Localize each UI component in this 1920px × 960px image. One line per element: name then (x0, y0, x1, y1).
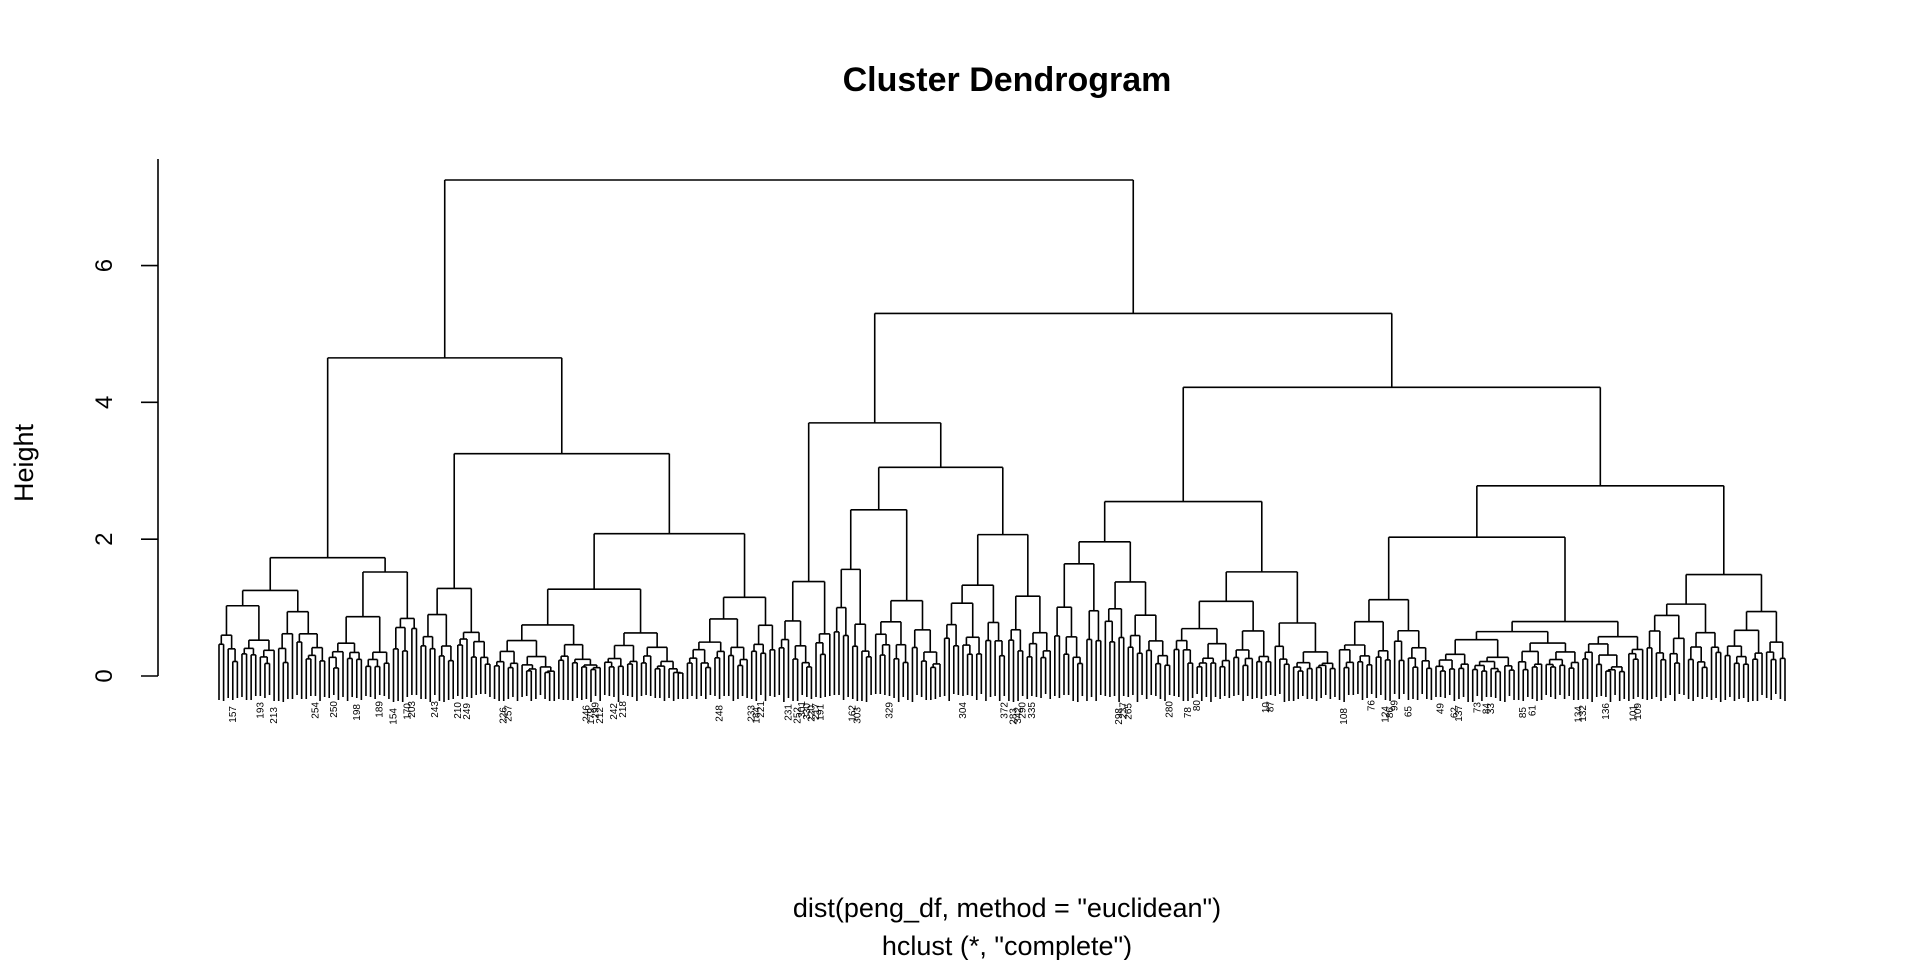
leaf-label: 242 (609, 703, 620, 720)
leaf-label: 157 (228, 706, 239, 723)
leaf-label: 243 (430, 701, 441, 718)
leaf-label: 170 (402, 703, 413, 720)
leaf-label: 109 (1633, 703, 1644, 720)
leaf-label: 137 (1454, 705, 1465, 722)
leaf-label: 191 (816, 704, 827, 721)
leaf-label: 86 (1385, 707, 1396, 719)
leaf-label: 210 (453, 702, 464, 719)
leaf-label: 198 (352, 704, 363, 721)
leaf-label: 257 (503, 705, 514, 722)
leaf-label: 179 (586, 708, 597, 725)
leaf-label: 213 (269, 707, 280, 724)
leaf-label: 162 (848, 705, 859, 722)
method-subtitle: hclust (*, "complete") (882, 931, 1132, 960)
leaf-label: 49 (1436, 703, 1447, 715)
leaf-label: 303 (852, 707, 863, 724)
leaf-label: 203 (407, 701, 418, 718)
leaf-label: 220 (806, 705, 817, 722)
leaf-label: 335 (1027, 702, 1038, 719)
leaf-label: 329 (884, 702, 895, 719)
leaf-label: 254 (310, 702, 321, 719)
leaf-label: 85 (1518, 707, 1529, 719)
leaf-label: 342 (1013, 707, 1024, 724)
leaf-label: 249 (462, 703, 473, 720)
leaf-label: 154 (389, 708, 400, 725)
leaf-label: 231 (783, 704, 794, 721)
leaf-label: 189 (375, 701, 386, 718)
leaf-label: 221 (756, 701, 767, 718)
leaf-label: 280 (1165, 701, 1176, 718)
leaf-label: 62 (1449, 707, 1460, 719)
leaf-label: 252 (793, 707, 804, 724)
leaf-label: 134 (1573, 706, 1584, 723)
leaf-label: 73 (1472, 702, 1483, 714)
y-tick-label: 6 (91, 259, 118, 272)
y-tick-label: 2 (91, 532, 118, 545)
leaf-label: 372 (999, 702, 1010, 719)
leaf-label: 283 (1008, 708, 1019, 725)
leaf-label: 10 (1261, 702, 1272, 714)
leaf-label: 65 (1403, 706, 1414, 718)
leaf-label: 193 (255, 702, 266, 719)
leaf-label: 124 (1380, 706, 1391, 723)
leaf-label: 250 (329, 701, 340, 718)
leaf-label: 212 (595, 707, 606, 724)
leaf-label: 298 (1114, 708, 1125, 725)
leaf-label: 218 (618, 701, 629, 718)
y-axis-ticks: 0 2 4 6 (91, 259, 158, 683)
leaf-label: 265 (1123, 703, 1134, 720)
leaf-label: 217 (811, 703, 822, 720)
leaf-label: 330 (802, 703, 813, 720)
chart-title: Cluster Dendrogram (843, 61, 1172, 99)
leaf-label: 299 (591, 702, 602, 719)
leaf-label: 136 (1601, 703, 1612, 720)
leaf-label: 248 (715, 705, 726, 722)
leaf-label: 108 (1339, 708, 1350, 725)
leaf-label: 237 (1119, 702, 1130, 719)
y-tick-label: 0 (91, 669, 118, 682)
y-tick-label: 4 (91, 396, 118, 409)
leaf-label: 87 (1266, 701, 1277, 713)
dendrogram-branches (218, 179, 1786, 702)
leaf-label: 301 (797, 701, 808, 718)
leaf-label: 84 (1481, 703, 1492, 715)
leaf-label: 99 (1390, 700, 1401, 712)
leaf-label: 80 (1192, 700, 1203, 712)
leaf-label: 78 (1183, 707, 1194, 719)
leaf-label: 132 (1578, 705, 1589, 722)
leaf-label: 76 (1367, 700, 1378, 712)
leaf-label: 184 (751, 707, 762, 724)
y-axis-label: Height (9, 423, 39, 502)
leaf-label: 246 (581, 705, 592, 722)
leaf-label: 290 (1018, 702, 1029, 719)
leaf-label: 304 (958, 702, 969, 719)
leaf-label: 226 (499, 707, 510, 724)
x-axis-label: dist(peng_df, method = "euclidean") (793, 893, 1221, 923)
leaf-label: 33 (1486, 703, 1497, 715)
leaf-label: 233 (747, 705, 758, 722)
leaf-label: 101 (1628, 705, 1639, 722)
leaf-label: 61 (1527, 705, 1538, 717)
